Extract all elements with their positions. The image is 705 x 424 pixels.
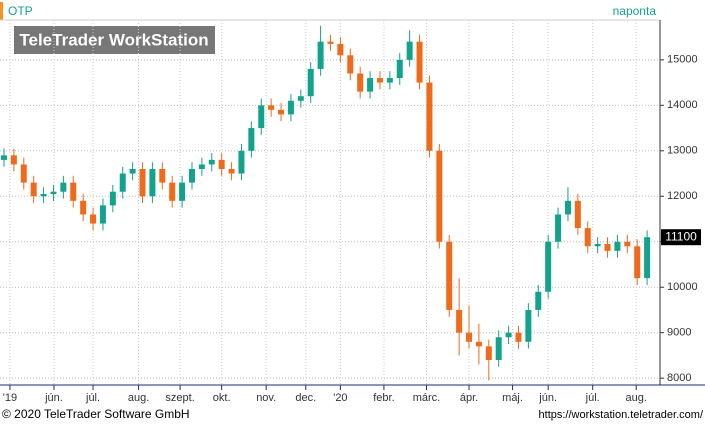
candle-body [634, 246, 641, 279]
watermark: TeleTrader WorkStation [19, 30, 208, 49]
candle-body [238, 150, 245, 174]
candle-body [129, 168, 136, 174]
candle-body [159, 168, 166, 183]
candle-body [456, 309, 463, 333]
x-tick-label: nov. [256, 392, 276, 404]
y-tick-label: 8000 [667, 372, 691, 384]
candle-body [317, 41, 324, 69]
candle-body [80, 200, 87, 215]
y-tick-label: 14000 [667, 99, 698, 111]
candle-body [169, 182, 176, 201]
x-tick-label: márc. [413, 392, 441, 404]
candle-body [337, 43, 344, 56]
y-tick-label: 10000 [667, 281, 698, 293]
candle-body [416, 41, 423, 83]
candle-body [287, 100, 294, 115]
candle-body [466, 332, 473, 342]
x-tick-label: okt. [213, 392, 231, 404]
candle-body [90, 214, 97, 224]
candle-body [149, 168, 156, 197]
candle-body [584, 228, 591, 247]
candle-body [614, 241, 621, 251]
candle-body [70, 182, 77, 201]
candle-body [268, 105, 275, 110]
x-tick-label: jún. [538, 392, 557, 404]
last-price-box [661, 229, 701, 246]
candle-body [248, 128, 255, 151]
chart-title: OTP [8, 4, 33, 18]
candle-body [198, 164, 205, 169]
candle-body [594, 244, 601, 247]
y-tick-label: 9000 [667, 327, 691, 339]
candle-body [307, 68, 314, 97]
candle-body [139, 168, 146, 197]
candle-body [99, 205, 106, 224]
candle-body [218, 159, 225, 169]
candle-body [515, 332, 522, 342]
candle-body [574, 200, 581, 229]
candle-body [535, 291, 542, 310]
candle-body [376, 78, 383, 83]
candle-body [119, 173, 126, 192]
candle-body [604, 244, 611, 251]
candle-body [367, 78, 374, 92]
candle-body [347, 55, 354, 74]
candle-body [644, 237, 651, 279]
x-tick-label: febr. [373, 392, 394, 404]
candle-body [555, 214, 562, 242]
candle-body [30, 182, 37, 197]
candle-body [386, 78, 393, 83]
candle-body [188, 168, 195, 183]
candle-body [208, 159, 215, 165]
interval: naponta [613, 4, 657, 18]
candle-body [1, 155, 7, 160]
candle-body [624, 241, 631, 247]
x-tick-label: júl. [585, 392, 600, 404]
candle-body [258, 105, 265, 129]
candle-body [396, 59, 403, 79]
candle-body [446, 241, 453, 310]
x-tick-label: jún. [44, 392, 63, 404]
candle-body [357, 73, 364, 92]
x-tick-label: szept. [165, 392, 194, 404]
candle-body [40, 193, 47, 197]
x-tick-label: aug. [128, 392, 149, 404]
x-tick-label: júl. [85, 392, 100, 404]
candle-body [327, 41, 334, 44]
x-tick-label: '20 [333, 392, 347, 404]
candle-body [525, 309, 532, 342]
candle-body [20, 164, 27, 183]
y-tick-label: 15000 [667, 54, 698, 66]
candle-body [179, 182, 186, 201]
candle-body [109, 191, 116, 206]
x-tick-label: '19 [3, 392, 17, 404]
candle-body [495, 337, 502, 360]
candle-body [545, 241, 552, 292]
y-tick-label: 12000 [667, 190, 698, 202]
candle-body [278, 109, 285, 115]
y-tick-label: 13000 [667, 145, 698, 157]
candle-body [485, 346, 492, 360]
candle-body [50, 191, 57, 194]
symbol-marker [0, 2, 3, 20]
x-tick-label: ápr. [460, 392, 478, 404]
footer-url: https://workstation.teletrader.com/ [539, 409, 704, 421]
candle-body [564, 200, 571, 215]
candle-body [10, 155, 17, 165]
candle-body [436, 150, 443, 242]
last-price-label: 11100 [665, 229, 697, 243]
x-tick-label: dec. [295, 392, 316, 404]
candle-body [475, 341, 482, 347]
candle-body [60, 182, 67, 192]
candle-body [228, 168, 235, 174]
candle-body [406, 41, 413, 60]
candle-body [297, 96, 304, 101]
watermark-box [14, 26, 215, 54]
x-tick-label: máj. [502, 392, 523, 404]
candle-body [505, 332, 512, 338]
x-tick-label: aug. [626, 392, 647, 404]
footer-copyright: © 2020 TeleTrader Software GmbH [2, 407, 190, 421]
candle-body [426, 82, 433, 151]
